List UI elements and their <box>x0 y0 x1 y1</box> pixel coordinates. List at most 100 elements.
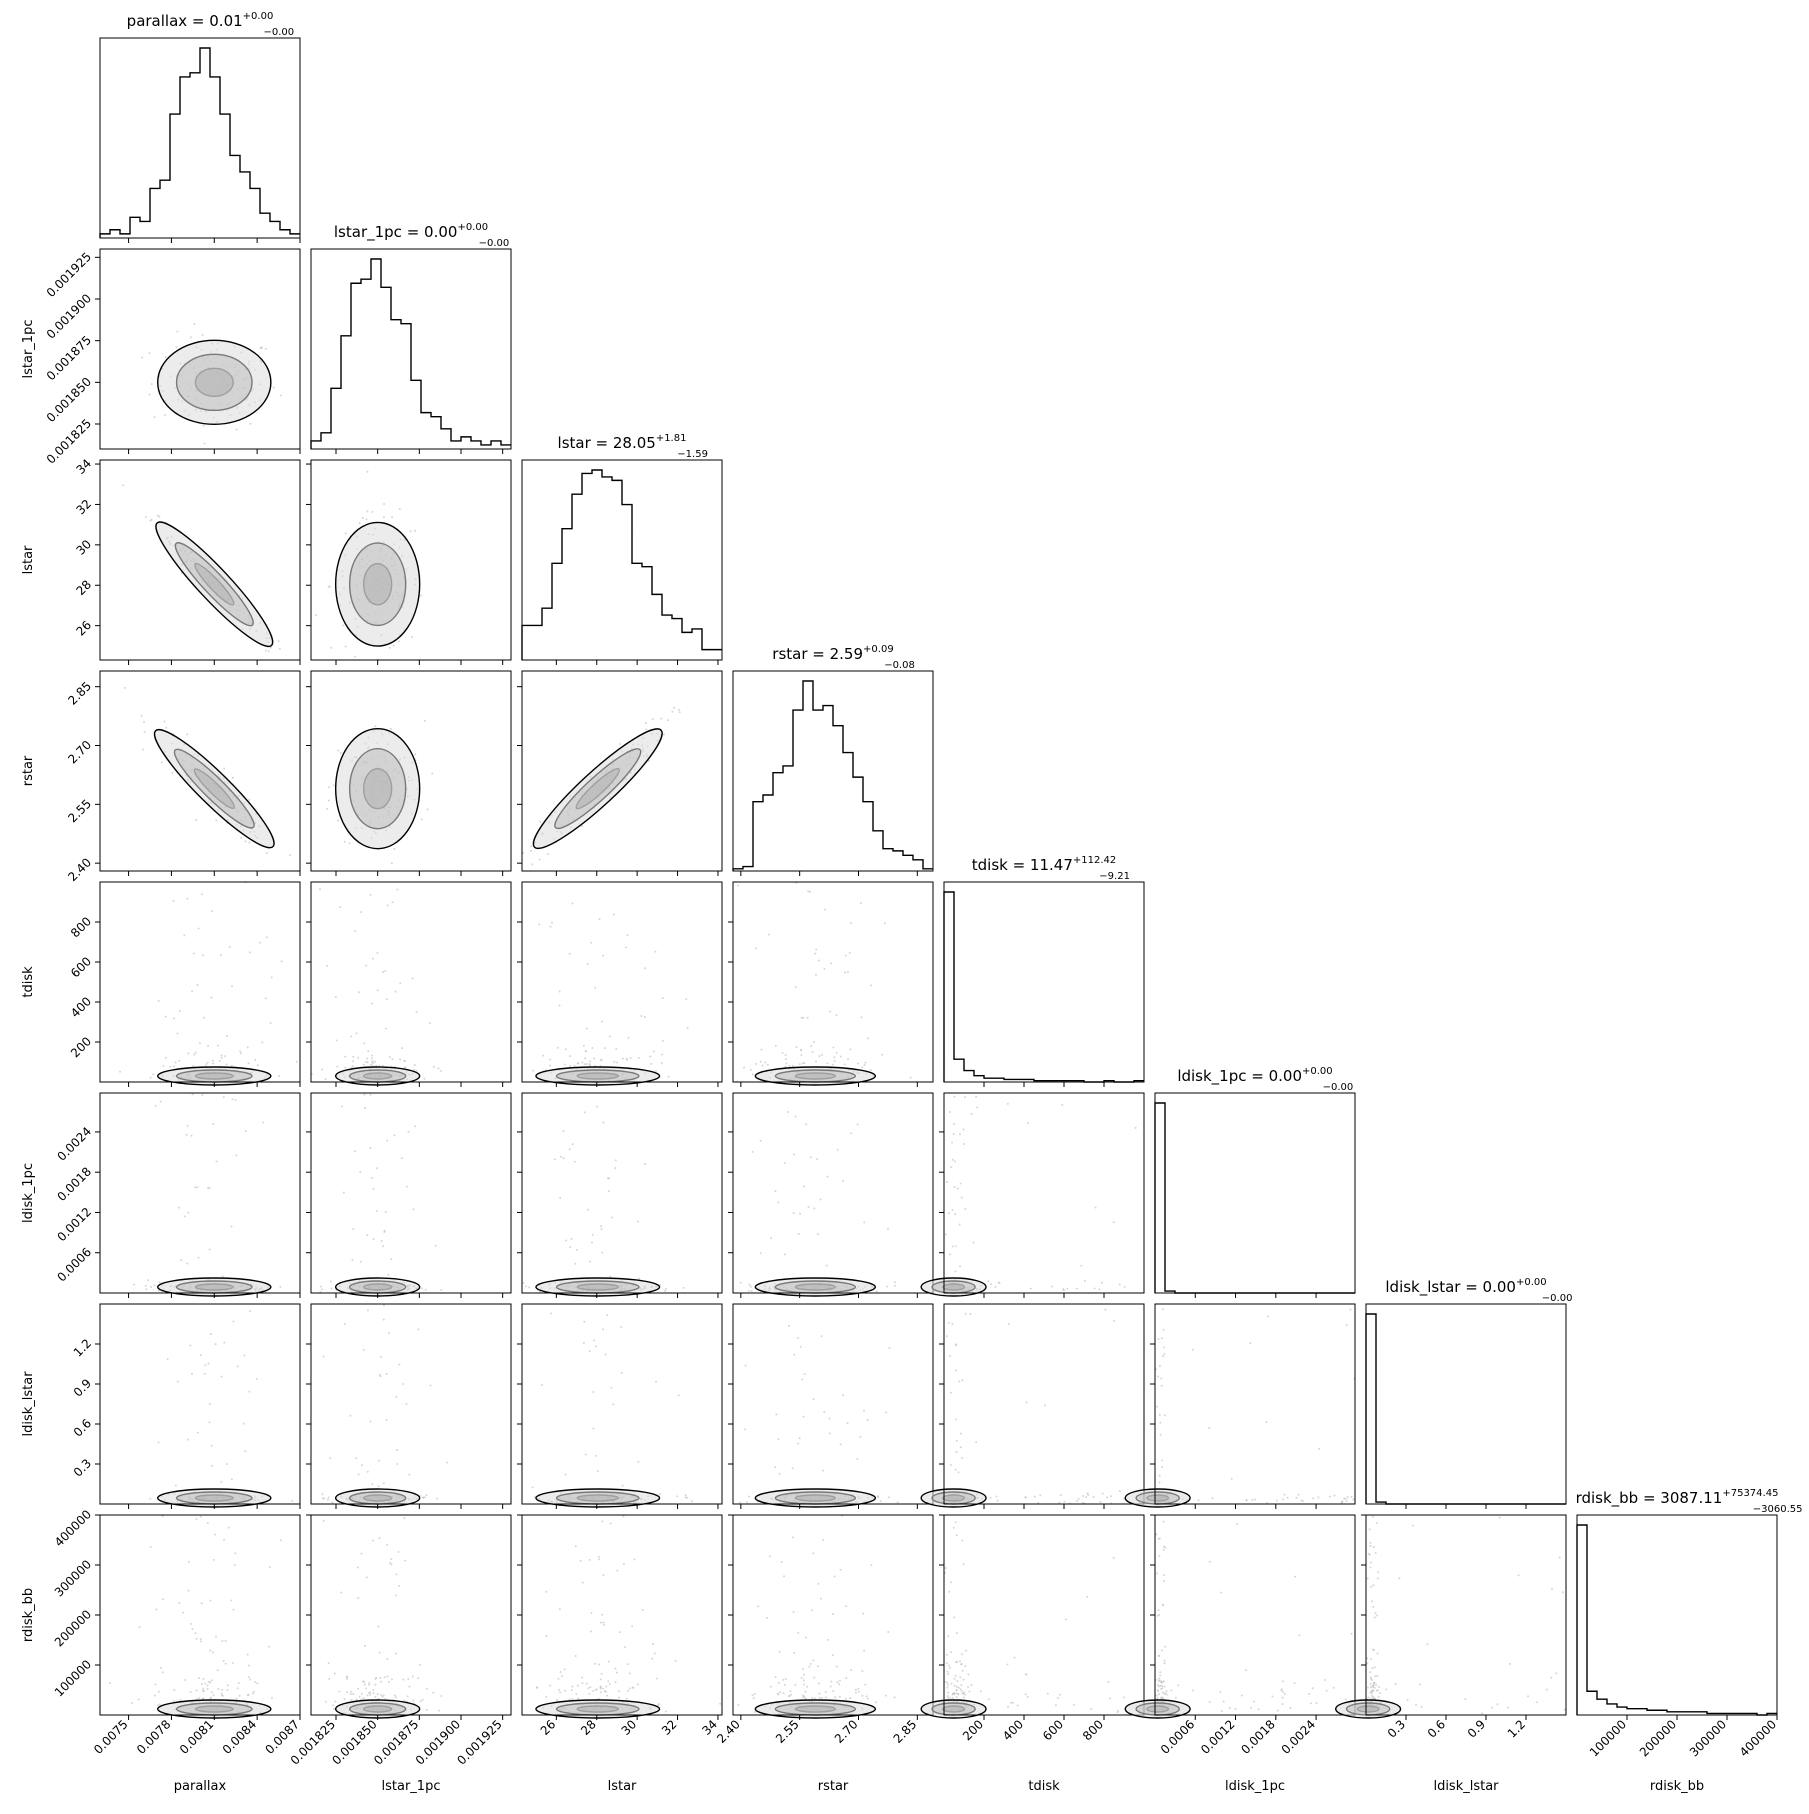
sample-point <box>357 1056 360 1059</box>
sample-point <box>324 1078 327 1081</box>
x-tick-label-lstar: 26 <box>538 1717 559 1738</box>
sample-point <box>371 1054 374 1057</box>
sample-point <box>382 1304 385 1307</box>
axes-frame <box>943 1514 1145 1716</box>
sample-point <box>207 1362 210 1365</box>
sample-point <box>187 1589 190 1592</box>
sample-point <box>818 1055 821 1058</box>
sample-point <box>193 1053 196 1056</box>
sample-point <box>356 1566 359 1569</box>
contour-level-3 <box>155 521 274 648</box>
title-err-minus-lstar: −1.59 <box>677 449 708 460</box>
sample-point <box>783 1161 786 1164</box>
sample-point <box>961 1539 964 1542</box>
sample-point <box>145 1288 148 1291</box>
sample-point <box>186 1262 189 1265</box>
axes-frame <box>99 1303 301 1505</box>
sample-point <box>850 1132 853 1135</box>
sample-point <box>859 902 862 905</box>
title-err-plus: +75374.45 <box>1722 1488 1778 1499</box>
sample-point <box>549 1058 552 1061</box>
title-err-minus-rdisk-bb: −3060.55 <box>1753 1504 1803 1515</box>
sample-point <box>419 1494 422 1497</box>
sample-point <box>386 1675 389 1678</box>
sample-point <box>366 1694 369 1697</box>
sample-point <box>1162 1346 1165 1349</box>
sample-point <box>354 655 357 658</box>
sample-point <box>944 1567 947 1570</box>
sample-point <box>1275 1499 1278 1502</box>
sample-point <box>237 1681 240 1684</box>
sample-point <box>249 1678 252 1681</box>
sample-point <box>1122 1696 1125 1699</box>
sample-point <box>367 1683 370 1686</box>
sample-point <box>1371 1667 1374 1670</box>
sample-point <box>389 727 392 730</box>
sample-point <box>576 1062 579 1065</box>
sample-point <box>340 1105 343 1108</box>
sample-point <box>349 1414 352 1417</box>
sample-point <box>1163 1353 1166 1356</box>
sample-point <box>202 1697 205 1700</box>
sample-point <box>354 1150 357 1153</box>
sample-point <box>780 1560 783 1563</box>
sample-point <box>1536 1701 1539 1704</box>
sample-point <box>189 336 192 339</box>
sample-point <box>1160 1697 1163 1700</box>
sample-point <box>230 985 233 988</box>
sample-point <box>172 899 175 902</box>
sample-point <box>371 1064 374 1067</box>
sample-point <box>811 1609 814 1612</box>
sample-point <box>260 346 263 349</box>
x-tick-label-ldisk-1pc: 0.0018 <box>1238 1717 1278 1757</box>
sample-point <box>685 998 688 1001</box>
sample-point <box>584 1057 587 1060</box>
sample-point <box>1317 1496 1320 1499</box>
sample-point <box>582 1044 585 1047</box>
sample-point <box>164 413 167 416</box>
sample-point <box>320 1285 323 1288</box>
sample-point <box>909 1076 912 1079</box>
sample-point <box>1160 1384 1163 1387</box>
sample-point <box>412 1699 415 1702</box>
sample-point <box>158 515 161 518</box>
sample-point <box>278 1074 281 1077</box>
sample-point <box>1366 1657 1369 1660</box>
sample-point <box>778 1650 781 1653</box>
sample-point <box>156 1704 159 1707</box>
sample-point <box>549 1684 552 1687</box>
sample-point <box>386 1543 389 1546</box>
sample-point <box>153 1284 156 1287</box>
sample-point <box>155 1608 158 1611</box>
sample-point <box>579 1559 582 1562</box>
sample-point <box>321 1068 324 1071</box>
sample-point <box>1372 1606 1375 1609</box>
sample-point <box>1563 1708 1566 1711</box>
sample-point <box>1377 1685 1380 1688</box>
panel-rstar-vs-lstar-1pc <box>306 670 512 876</box>
sample-point <box>398 507 401 510</box>
sample-point <box>1162 1548 1165 1551</box>
sample-point <box>362 1063 365 1066</box>
sample-point <box>559 1197 562 1200</box>
sample-point <box>409 530 412 533</box>
sample-point <box>279 394 282 397</box>
sample-point <box>196 1186 199 1189</box>
sample-point <box>798 1437 801 1440</box>
sample-point <box>836 1148 839 1151</box>
sample-point <box>945 1335 948 1338</box>
sample-point <box>812 1659 815 1662</box>
sample-point <box>955 1685 958 1688</box>
sample-point <box>760 1048 763 1051</box>
sample-point <box>1222 1700 1225 1703</box>
sample-point <box>766 1063 769 1066</box>
axes-frame <box>1576 1514 1778 1716</box>
sample-point <box>185 1133 188 1136</box>
sample-point <box>352 1693 355 1696</box>
sample-point <box>847 1058 850 1061</box>
sample-point <box>953 1095 956 1098</box>
sample-point <box>538 858 541 861</box>
sample-point <box>394 1696 397 1699</box>
sample-point <box>328 786 331 789</box>
sample-point <box>782 1692 785 1695</box>
